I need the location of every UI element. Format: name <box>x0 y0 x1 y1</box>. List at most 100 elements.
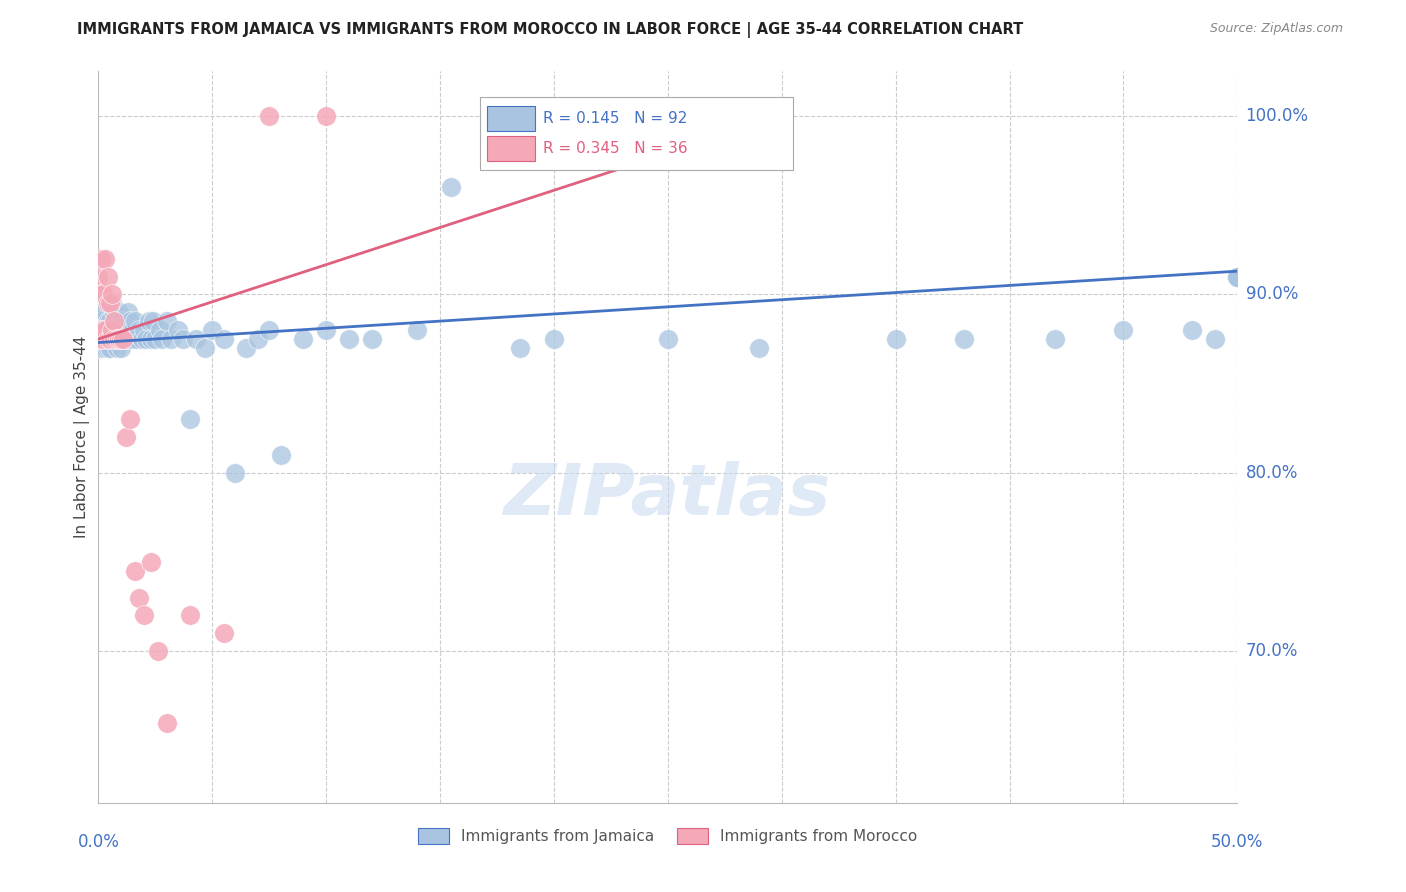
Point <box>543 332 565 346</box>
Point <box>270 448 292 462</box>
Point <box>112 323 135 337</box>
Point <box>212 332 235 346</box>
Point <box>128 323 150 337</box>
Point <box>1226 269 1249 284</box>
Point <box>105 341 128 355</box>
Point <box>172 332 194 346</box>
Point <box>90 323 112 337</box>
Point <box>138 314 160 328</box>
Point <box>94 323 117 337</box>
Point <box>105 332 128 346</box>
Point <box>150 332 173 346</box>
Point <box>135 332 157 346</box>
Point <box>224 466 246 480</box>
Point <box>132 608 155 623</box>
Point <box>87 341 110 355</box>
Point <box>1226 269 1249 284</box>
Point <box>108 305 131 319</box>
Point <box>110 341 132 355</box>
Point <box>128 591 150 605</box>
Y-axis label: In Labor Force | Age 35-44: In Labor Force | Age 35-44 <box>75 336 90 538</box>
Point <box>156 715 179 730</box>
Point <box>337 332 360 346</box>
Point <box>212 626 235 640</box>
Point <box>103 332 125 346</box>
Point <box>124 314 146 328</box>
Point <box>259 109 281 123</box>
Point <box>101 332 124 346</box>
Point <box>132 323 155 337</box>
Point <box>91 323 114 337</box>
Point <box>96 314 118 328</box>
Text: 70.0%: 70.0% <box>1246 642 1298 660</box>
Point <box>156 314 179 328</box>
Point <box>110 314 132 328</box>
Point <box>90 287 112 301</box>
Point <box>101 323 124 337</box>
Point <box>259 323 281 337</box>
Point <box>121 323 143 337</box>
Point <box>1181 323 1204 337</box>
Point <box>96 323 118 337</box>
Point <box>657 332 679 346</box>
Point <box>120 314 142 328</box>
Point <box>91 332 114 346</box>
Point <box>90 332 112 346</box>
Text: R = 0.345   N = 36: R = 0.345 N = 36 <box>543 141 688 156</box>
Point <box>142 314 165 328</box>
Point <box>315 323 337 337</box>
Point <box>179 608 201 623</box>
Point <box>110 332 132 346</box>
Point <box>121 332 143 346</box>
Point <box>114 332 136 346</box>
Point <box>108 332 131 346</box>
Point <box>101 296 124 310</box>
Point <box>105 314 128 328</box>
Point <box>94 341 117 355</box>
Text: 90.0%: 90.0% <box>1246 285 1298 303</box>
Point <box>103 323 125 337</box>
Point <box>94 305 117 319</box>
Text: ZIPatlas: ZIPatlas <box>505 461 831 530</box>
Point <box>90 332 112 346</box>
Text: 50.0%: 50.0% <box>1211 833 1264 851</box>
FancyBboxPatch shape <box>486 136 534 161</box>
Point <box>117 323 139 337</box>
Point <box>98 314 121 328</box>
Legend: Immigrants from Jamaica, Immigrants from Morocco: Immigrants from Jamaica, Immigrants from… <box>412 822 924 850</box>
Point <box>884 332 907 346</box>
Point <box>124 564 146 578</box>
Point <box>103 332 125 346</box>
Point <box>87 269 110 284</box>
Point <box>292 332 315 346</box>
Point <box>120 332 142 346</box>
Point <box>953 332 976 346</box>
FancyBboxPatch shape <box>486 106 534 131</box>
Point <box>139 555 162 569</box>
Point <box>235 341 257 355</box>
Point <box>406 323 429 337</box>
Point <box>194 341 217 355</box>
Point <box>105 332 128 346</box>
Point <box>114 430 136 444</box>
Point <box>131 332 153 346</box>
Point <box>108 323 131 337</box>
Text: R = 0.145   N = 92: R = 0.145 N = 92 <box>543 112 688 127</box>
Text: 0.0%: 0.0% <box>77 833 120 851</box>
Point <box>179 412 201 426</box>
Point <box>149 323 172 337</box>
Point <box>108 332 131 346</box>
Point <box>98 332 121 346</box>
Point <box>246 332 269 346</box>
Text: 80.0%: 80.0% <box>1246 464 1298 482</box>
Text: Source: ZipAtlas.com: Source: ZipAtlas.com <box>1209 22 1343 36</box>
Point <box>94 252 117 266</box>
Point <box>96 341 118 355</box>
Point <box>110 332 132 346</box>
Point <box>98 332 121 346</box>
Point <box>96 332 118 346</box>
Point <box>112 332 135 346</box>
Point <box>167 323 190 337</box>
Point <box>145 332 167 346</box>
Point <box>90 252 112 266</box>
